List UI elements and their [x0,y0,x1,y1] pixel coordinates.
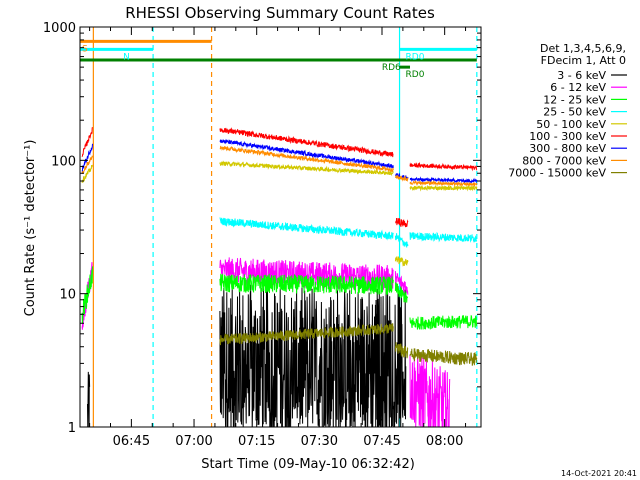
series-4-segment-0 [81,164,93,183]
x-tick-label: 07:00 [175,434,212,449]
legend-label-4: 50 - 100 keV [536,118,606,131]
x-axis-label: Start Time (09-May-10 06:32:42) [201,457,415,472]
series-1-segment-2 [394,271,409,295]
series-2-segment-3 [409,314,478,330]
series-8-segment-2 [409,348,478,366]
series-7-segment-1 [219,145,394,172]
legend-label-5: 100 - 300 keV [529,130,606,143]
series-5-segment-2 [395,217,409,228]
series-3-segment-1 [394,233,409,248]
chart-title: RHESSI Observing Summary Count Rates [125,4,435,22]
series-6-segment-3 [409,176,478,184]
series-0-segment-0 [87,371,91,427]
series-4 [81,160,478,267]
flag-label-2: RD6 [382,63,401,73]
legend-label-0: 3 - 6 keV [557,69,606,82]
series-4-segment-2 [394,256,409,267]
axes: S N RD6 RD0 RD0 1 10 100 1000 06:45 07:00 07:15 07:3… [43,21,482,449]
series-4-segment-1 [219,160,394,177]
series-7-segment-0 [81,155,93,174]
x-tick-label: 07:30 [301,434,338,449]
series-3-segment-2 [409,231,478,243]
series-7 [81,145,478,188]
series-0-segment-1 [219,283,407,427]
y-tick-label: 1 [68,421,76,436]
series-2-segment-2 [394,282,409,303]
series-6 [81,138,478,184]
flag-label-0: S [82,44,88,54]
legend-label-3: 25 - 50 keV [543,106,606,119]
series-8-segment-0 [219,322,394,346]
x-tick-label: 07:15 [238,434,275,449]
series-5 [81,126,478,228]
series-3-segment-0 [219,217,394,241]
series-5-segment-0 [81,126,93,157]
legend-header-0: Det 1,3,4,5,6,9, [540,42,626,55]
series-7-segment-2 [394,174,409,182]
y-tick-label: 1000 [43,21,76,36]
series-2-segment-1 [219,273,394,295]
legend-header-1: FDecim 1, Att 0 [541,54,626,67]
series-6-segment-0 [81,143,93,172]
flag-label-4: RD0 [406,70,425,80]
series-8 [219,322,478,366]
x-tick-label: 08:00 [426,434,463,449]
series-5-segment-1 [219,127,394,158]
y-axis-label: Count Rate (s⁻¹ detector⁻¹) [23,140,38,317]
x-tick-label: 06:45 [113,434,150,449]
series-5-segment-3 [409,161,478,172]
footer-date: 14-Oct-2021 20:41 [561,469,637,478]
legend-label-2: 12 - 25 keV [543,93,606,106]
legend-label-1: 6 - 12 keV [550,81,606,94]
legend: Det 1,3,4,5,6,9,FDecim 1, Att 0 3 - 6 keV… [508,42,627,180]
series-0 [87,283,407,427]
series-8-segment-1 [394,342,409,359]
series-1-segment-3 [409,353,451,427]
legend-label-8: 7000 - 15000 keV [508,167,606,180]
plot-frame [79,26,482,428]
y-tick-label: 100 [51,154,76,169]
flag-label-1: N [123,52,130,62]
flag-label-3: RD0 [406,52,425,62]
y-tick-label: 10 [59,288,76,303]
series-4-segment-3 [409,184,478,192]
legend-label-7: 800 - 7000 keV [522,154,606,167]
series-6-segment-1 [219,138,394,169]
series-3 [219,217,478,248]
series-7-segment-3 [409,179,478,188]
x-tick-label: 07:45 [363,434,400,449]
legend-label-6: 300 - 800 keV [529,142,606,155]
